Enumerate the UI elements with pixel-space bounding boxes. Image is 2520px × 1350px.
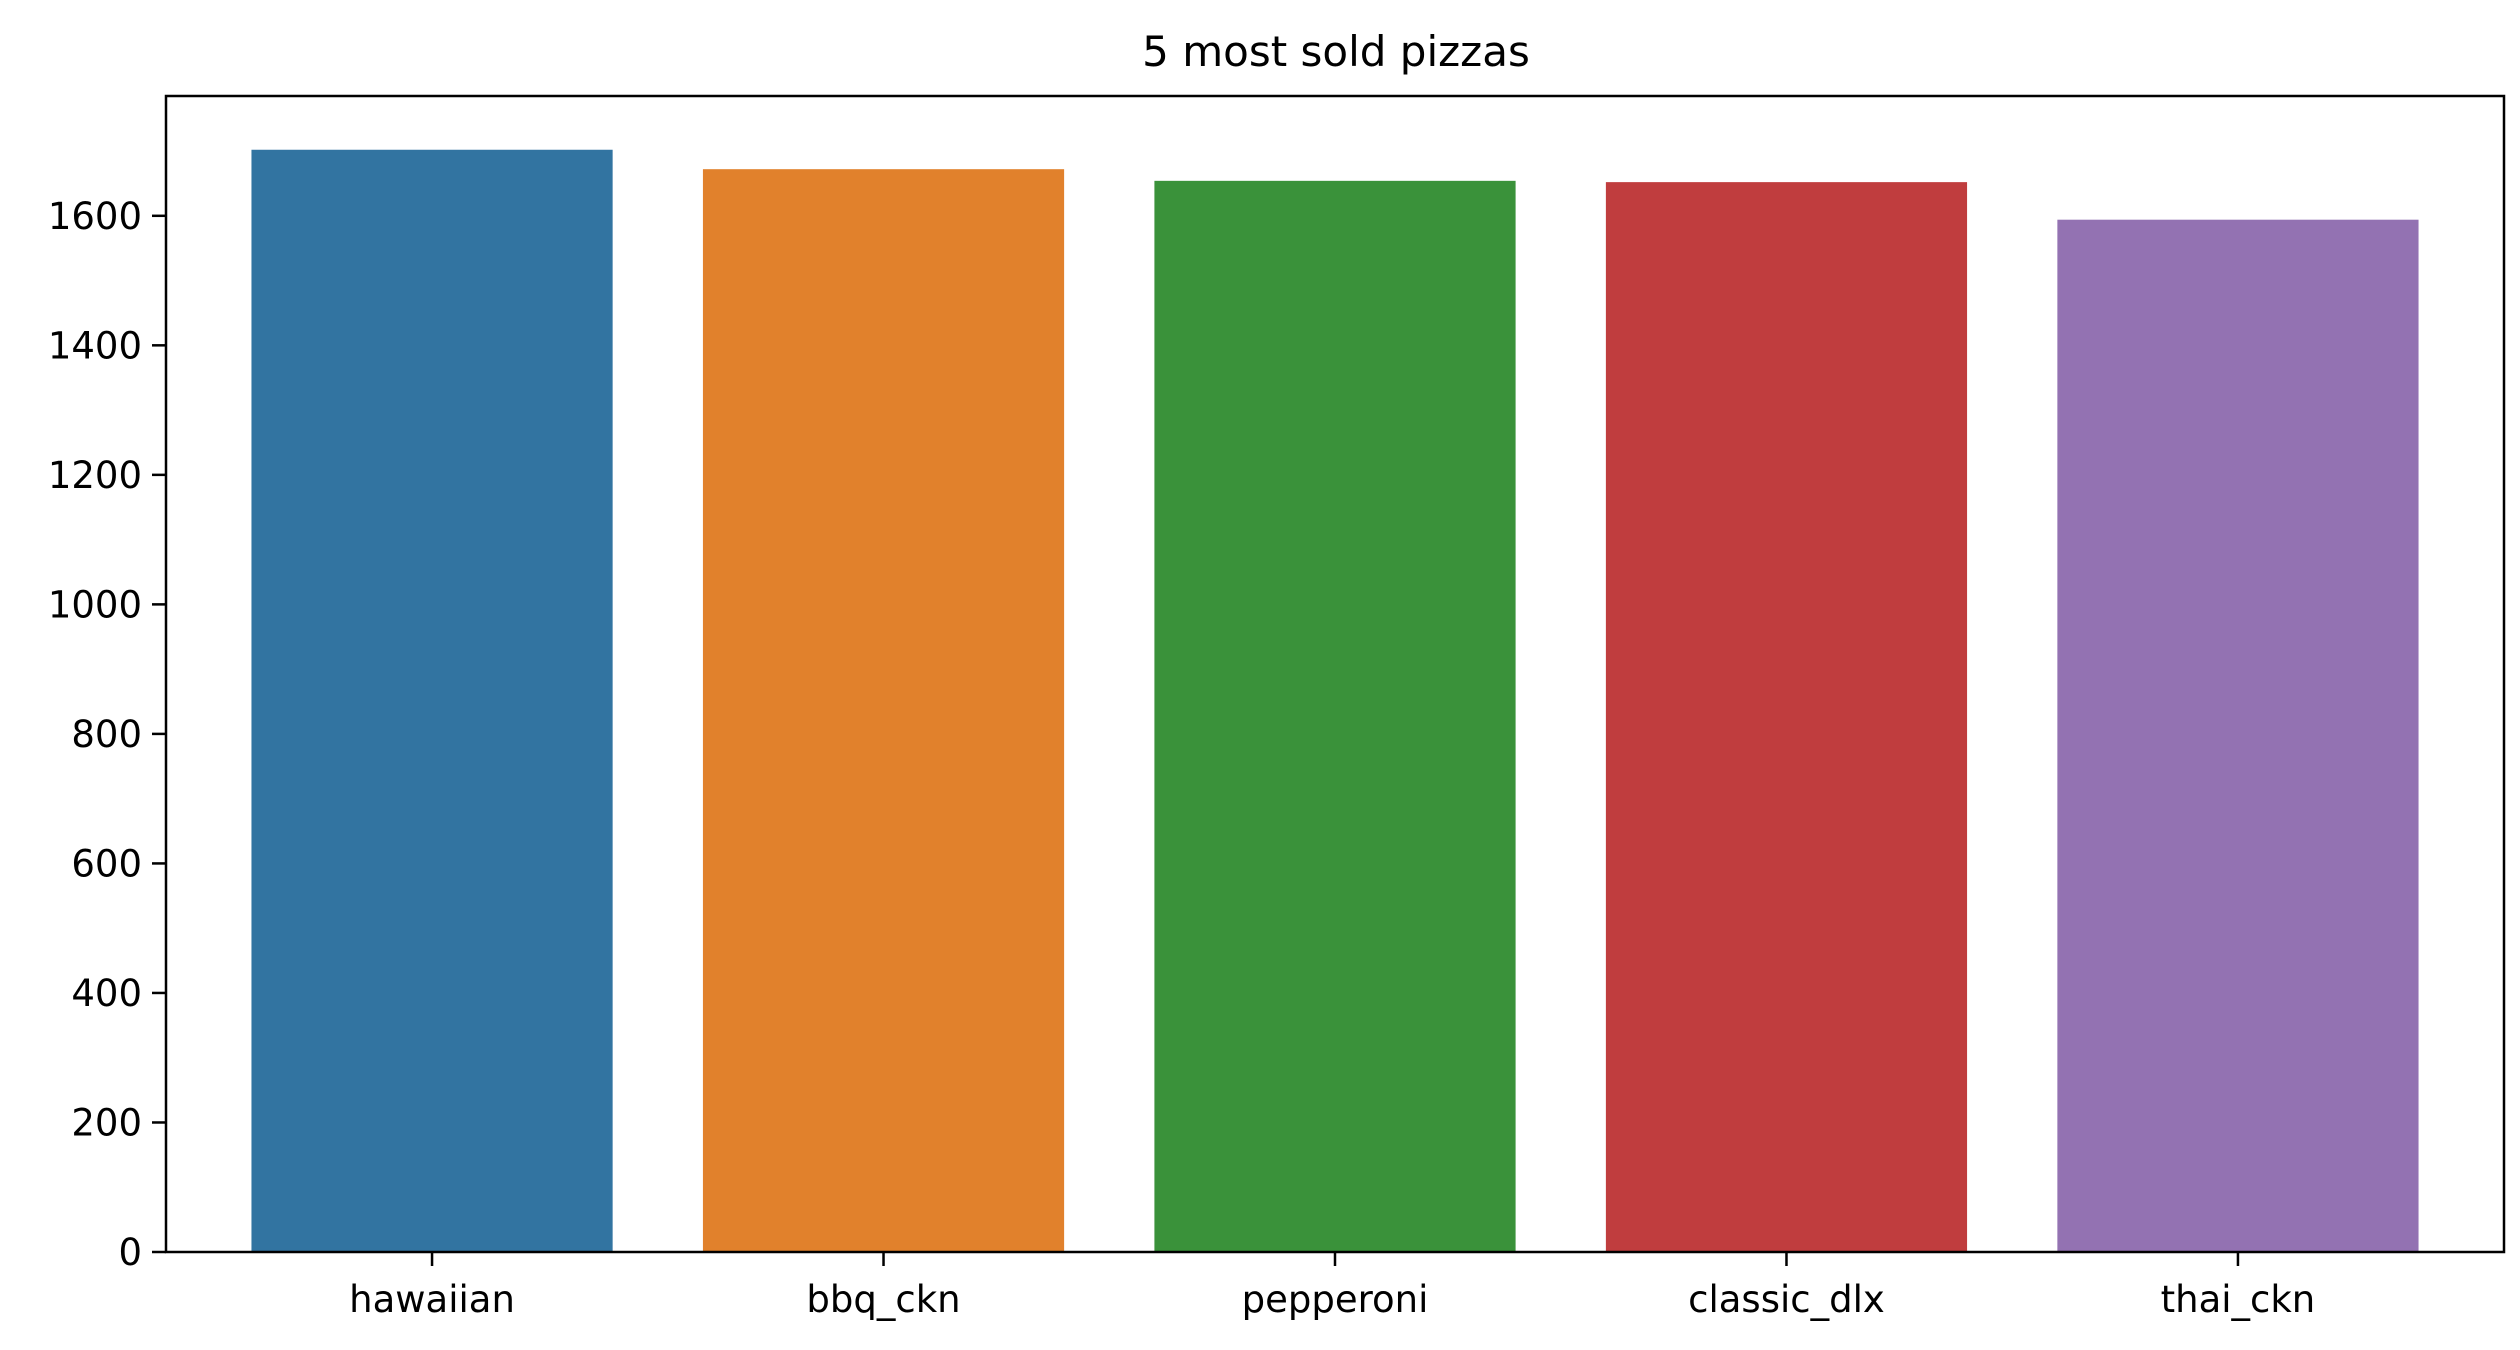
bars-layer xyxy=(251,149,2419,1253)
x-tick-label: classic_dlx xyxy=(1688,1278,1885,1321)
plot-frame xyxy=(164,94,2506,1254)
x-tick-label: thai_ckn xyxy=(2161,1278,2316,1321)
x-axis: hawaiian bbq_ckn pepperoni classic_dlx thai_… xyxy=(349,1252,2315,1321)
y-tick-label: 1600 xyxy=(48,195,142,238)
y-tick-label: 600 xyxy=(71,842,142,885)
y-tick-label: 400 xyxy=(71,972,142,1015)
chart-title: 5 most sold pizzas xyxy=(1142,27,1530,76)
bar-thai_ckn xyxy=(2057,219,2419,1253)
x-tick-label: pepperoni xyxy=(1242,1278,1429,1321)
bar-bbq_ckn xyxy=(702,169,1065,1253)
y-tick-label: 1200 xyxy=(48,454,142,497)
bar-pepperoni xyxy=(1154,180,1516,1252)
y-tick-label: 800 xyxy=(71,713,142,756)
x-tick-label: hawaiian xyxy=(349,1278,515,1321)
bar-hawaiian xyxy=(251,149,613,1252)
y-axis: 0 200 400 600 800 1000 1200 1400 1600 xyxy=(48,195,166,1274)
bar-classic_dlx xyxy=(1605,182,1968,1253)
y-tick-label: 0 xyxy=(118,1231,142,1274)
x-tick-label: bbq_ckn xyxy=(806,1278,960,1321)
y-tick-label: 200 xyxy=(71,1101,142,1144)
y-tick-label: 1400 xyxy=(48,324,142,367)
y-tick-label: 1000 xyxy=(48,583,142,626)
